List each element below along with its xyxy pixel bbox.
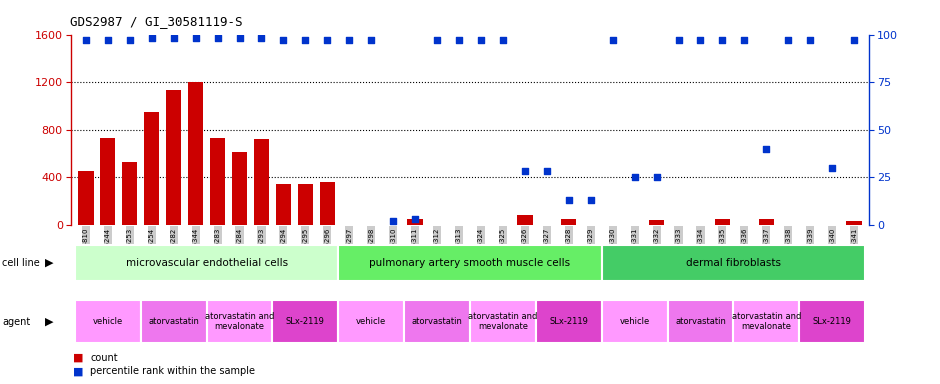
Text: agent: agent xyxy=(2,316,30,327)
Point xyxy=(122,37,137,43)
Point xyxy=(364,37,379,43)
Point xyxy=(298,37,313,43)
Text: ■: ■ xyxy=(73,353,84,363)
FancyBboxPatch shape xyxy=(207,300,273,343)
Bar xyxy=(561,219,576,225)
Point xyxy=(276,37,291,43)
Point xyxy=(540,168,555,174)
FancyBboxPatch shape xyxy=(75,300,141,343)
Point xyxy=(451,37,466,43)
Text: SLx-2119: SLx-2119 xyxy=(549,317,588,326)
FancyBboxPatch shape xyxy=(75,245,338,281)
FancyBboxPatch shape xyxy=(141,300,207,343)
FancyBboxPatch shape xyxy=(602,245,865,281)
Bar xyxy=(188,82,203,225)
Point xyxy=(671,37,686,43)
Text: atorvastatin and
mevalonate: atorvastatin and mevalonate xyxy=(731,312,801,331)
Bar xyxy=(232,152,247,225)
Point xyxy=(144,35,159,41)
Point xyxy=(474,37,489,43)
Bar xyxy=(122,162,137,225)
FancyBboxPatch shape xyxy=(273,300,338,343)
FancyBboxPatch shape xyxy=(799,300,865,343)
Bar xyxy=(407,219,423,225)
Point xyxy=(385,218,400,224)
Text: pulmonary artery smooth muscle cells: pulmonary artery smooth muscle cells xyxy=(369,258,571,268)
Bar xyxy=(254,139,269,225)
Text: vehicle: vehicle xyxy=(619,317,650,326)
Point xyxy=(759,146,774,152)
Text: atorvastatin: atorvastatin xyxy=(675,317,726,326)
Point xyxy=(232,35,247,41)
Point xyxy=(342,37,357,43)
Text: microvascular endothelial cells: microvascular endothelial cells xyxy=(126,258,288,268)
Text: atorvastatin and
mevalonate: atorvastatin and mevalonate xyxy=(468,312,538,331)
Text: dermal fibroblasts: dermal fibroblasts xyxy=(686,258,781,268)
Point xyxy=(781,37,796,43)
Point xyxy=(408,216,423,222)
Bar xyxy=(210,138,226,225)
Point xyxy=(693,37,708,43)
Text: ▶: ▶ xyxy=(45,258,54,268)
Bar xyxy=(649,220,665,225)
Point xyxy=(78,37,93,43)
Bar xyxy=(101,138,116,225)
FancyBboxPatch shape xyxy=(602,300,667,343)
Text: atorvastatin: atorvastatin xyxy=(412,317,462,326)
Bar xyxy=(166,90,181,225)
Point xyxy=(605,37,620,43)
Bar xyxy=(78,171,94,225)
FancyBboxPatch shape xyxy=(667,300,733,343)
Bar xyxy=(298,184,313,225)
Text: vehicle: vehicle xyxy=(93,317,123,326)
Point xyxy=(101,37,116,43)
Point xyxy=(495,37,510,43)
Point xyxy=(627,174,642,180)
Bar xyxy=(846,221,862,225)
Text: atorvastatin: atorvastatin xyxy=(149,317,199,326)
FancyBboxPatch shape xyxy=(733,300,799,343)
FancyBboxPatch shape xyxy=(536,300,602,343)
FancyBboxPatch shape xyxy=(470,300,536,343)
Point xyxy=(561,197,576,203)
Point xyxy=(803,37,818,43)
Text: vehicle: vehicle xyxy=(356,317,386,326)
Point xyxy=(188,35,203,41)
Bar xyxy=(144,112,160,225)
Text: ▶: ▶ xyxy=(45,316,54,327)
Point xyxy=(583,197,598,203)
Point xyxy=(254,35,269,41)
Bar xyxy=(517,215,533,225)
Point xyxy=(737,37,752,43)
Text: cell line: cell line xyxy=(2,258,39,268)
FancyBboxPatch shape xyxy=(338,245,602,281)
Text: SLx-2119: SLx-2119 xyxy=(286,317,325,326)
FancyBboxPatch shape xyxy=(404,300,470,343)
Bar xyxy=(275,184,291,225)
Point xyxy=(649,174,664,180)
Point xyxy=(430,37,445,43)
Point xyxy=(824,165,839,171)
Text: percentile rank within the sample: percentile rank within the sample xyxy=(90,366,256,376)
Bar xyxy=(759,219,774,225)
FancyBboxPatch shape xyxy=(338,300,404,343)
Point xyxy=(166,35,181,41)
Text: SLx-2119: SLx-2119 xyxy=(813,317,852,326)
Text: ■: ■ xyxy=(73,366,84,376)
Text: atorvastatin and
mevalonate: atorvastatin and mevalonate xyxy=(205,312,274,331)
Point xyxy=(210,35,225,41)
Point xyxy=(320,37,335,43)
Text: count: count xyxy=(90,353,118,363)
Point xyxy=(847,37,862,43)
Point xyxy=(517,168,532,174)
Bar xyxy=(320,182,335,225)
Bar xyxy=(714,219,730,225)
Text: GDS2987 / GI_30581119-S: GDS2987 / GI_30581119-S xyxy=(70,15,243,28)
Point xyxy=(715,37,730,43)
